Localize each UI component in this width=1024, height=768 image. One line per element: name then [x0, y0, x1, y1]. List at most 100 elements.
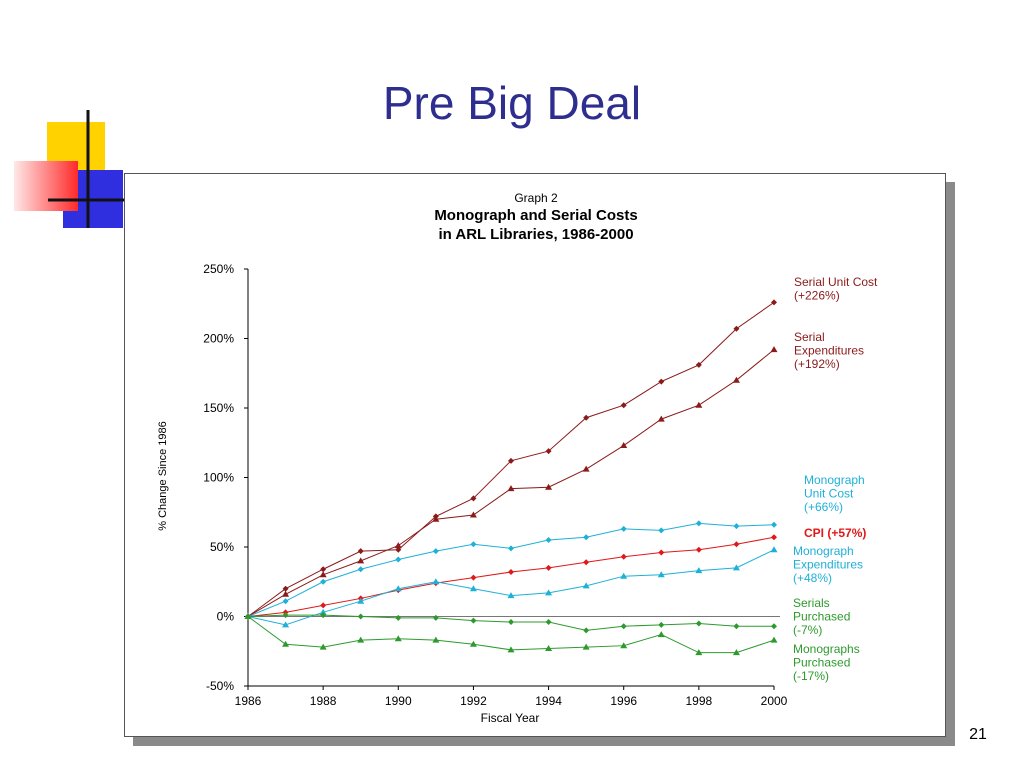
- data-point: [545, 448, 552, 455]
- x-tick-label: 1990: [385, 694, 412, 708]
- chart-title-line-2: in ARL Libraries, 1986-2000: [438, 226, 633, 243]
- series-line: [247, 349, 775, 617]
- chart-title-line-1: Monograph and Serial Costs: [434, 207, 637, 224]
- data-point: [583, 414, 590, 421]
- data-point: [432, 578, 440, 585]
- series-label-line: Monographs: [793, 642, 860, 656]
- data-point: [657, 631, 665, 638]
- series-line: [247, 549, 775, 626]
- data-point: [695, 567, 703, 574]
- data-point: [732, 376, 740, 383]
- series-label-line: (-17%): [793, 669, 829, 683]
- series-label-1: Serial Expenditures (+192%): [794, 330, 864, 371]
- series-label-line: (-7%): [793, 623, 822, 637]
- x-tick-label: 1998: [686, 694, 713, 708]
- data-point: [394, 635, 402, 642]
- data-point: [658, 378, 665, 385]
- series-label-line: Purchased: [793, 656, 850, 670]
- y-axis-label: % Change Since 1986: [157, 421, 169, 530]
- series-1: [244, 346, 778, 619]
- x-tick-label: 1992: [460, 694, 487, 708]
- series-label-line: Expenditures: [793, 558, 863, 572]
- data-point: [432, 614, 439, 621]
- x-axis-label: Fiscal Year: [481, 711, 540, 725]
- series-label-line: Expenditures: [794, 344, 864, 358]
- data-point: [545, 619, 552, 626]
- data-point: [733, 541, 740, 548]
- data-point: [582, 643, 590, 650]
- data-point: [771, 521, 777, 528]
- series-2: [245, 520, 777, 620]
- series-label-line: Purchased: [793, 610, 850, 624]
- data-point: [771, 623, 777, 630]
- series-label-2: Monograph Unit Cost (+66%): [804, 473, 865, 514]
- data-point: [432, 548, 439, 555]
- data-point: [319, 643, 327, 650]
- data-point: [282, 612, 289, 619]
- data-point: [695, 401, 703, 408]
- data-point: [470, 495, 477, 502]
- data-point: [432, 636, 440, 643]
- series-6: [244, 613, 778, 656]
- x-tick-label: 1986: [235, 694, 262, 708]
- data-point: [508, 619, 514, 626]
- series-label-line: Unit Cost: [804, 487, 854, 501]
- series-label-line: (+226%): [794, 289, 840, 303]
- data-point: [657, 571, 665, 578]
- data-point: [620, 623, 627, 630]
- data-point: [583, 627, 590, 634]
- data-point: [508, 569, 514, 576]
- slide-title: Pre Big Deal: [382, 77, 642, 129]
- series-label-4: Monograph Expenditures (+48%): [793, 544, 863, 585]
- data-point: [733, 623, 740, 630]
- data-point: [319, 608, 327, 615]
- data-point: [620, 525, 627, 532]
- data-point: [320, 602, 327, 609]
- y-tick-label: 200%: [203, 332, 234, 346]
- series-5: [245, 612, 777, 634]
- series-label-line: Monograph: [804, 473, 865, 487]
- series-label-3: CPI (+57%): [804, 526, 866, 540]
- line-chart: Graph 2 Monograph and Serial Costs in AR…: [157, 191, 878, 725]
- data-point: [470, 574, 477, 581]
- data-point: [357, 597, 365, 604]
- data-point: [320, 578, 327, 585]
- data-point: [732, 649, 740, 656]
- data-point: [658, 549, 665, 556]
- data-point: [545, 564, 552, 571]
- data-point: [770, 636, 778, 643]
- data-point: [395, 546, 402, 553]
- data-point: [732, 564, 740, 571]
- y-tick-label: 100%: [203, 471, 234, 485]
- series-label-line: (+66%): [804, 500, 843, 514]
- series-label-line: CPI (+57%): [804, 526, 866, 540]
- data-point: [357, 613, 364, 620]
- data-point: [507, 485, 515, 492]
- data-point: [770, 346, 778, 353]
- data-point: [507, 646, 515, 653]
- data-point: [695, 361, 702, 368]
- data-point: [469, 640, 477, 647]
- data-point: [470, 617, 477, 624]
- data-point: [357, 636, 365, 643]
- decorative-corner-graphic: [14, 110, 128, 228]
- series-label-line: (+48%): [793, 571, 832, 585]
- data-point: [658, 621, 665, 628]
- data-point: [432, 515, 440, 522]
- series-label-line: (+192%): [794, 357, 840, 371]
- data-point: [620, 442, 628, 449]
- series-label-0: Serial Unit Cost (+226%): [794, 275, 878, 303]
- data-point: [545, 537, 552, 544]
- x-tick-label: 1996: [610, 694, 637, 708]
- data-point: [282, 585, 289, 592]
- data-point: [320, 612, 327, 619]
- y-tick-label: -50%: [206, 679, 234, 693]
- data-point: [583, 534, 590, 541]
- data-point: [470, 541, 477, 548]
- data-point: [319, 571, 327, 578]
- data-point: [244, 613, 252, 619]
- data-point: [695, 520, 702, 527]
- data-point: [733, 523, 740, 530]
- x-tick-label: 2000: [761, 694, 788, 708]
- data-point: [545, 644, 553, 651]
